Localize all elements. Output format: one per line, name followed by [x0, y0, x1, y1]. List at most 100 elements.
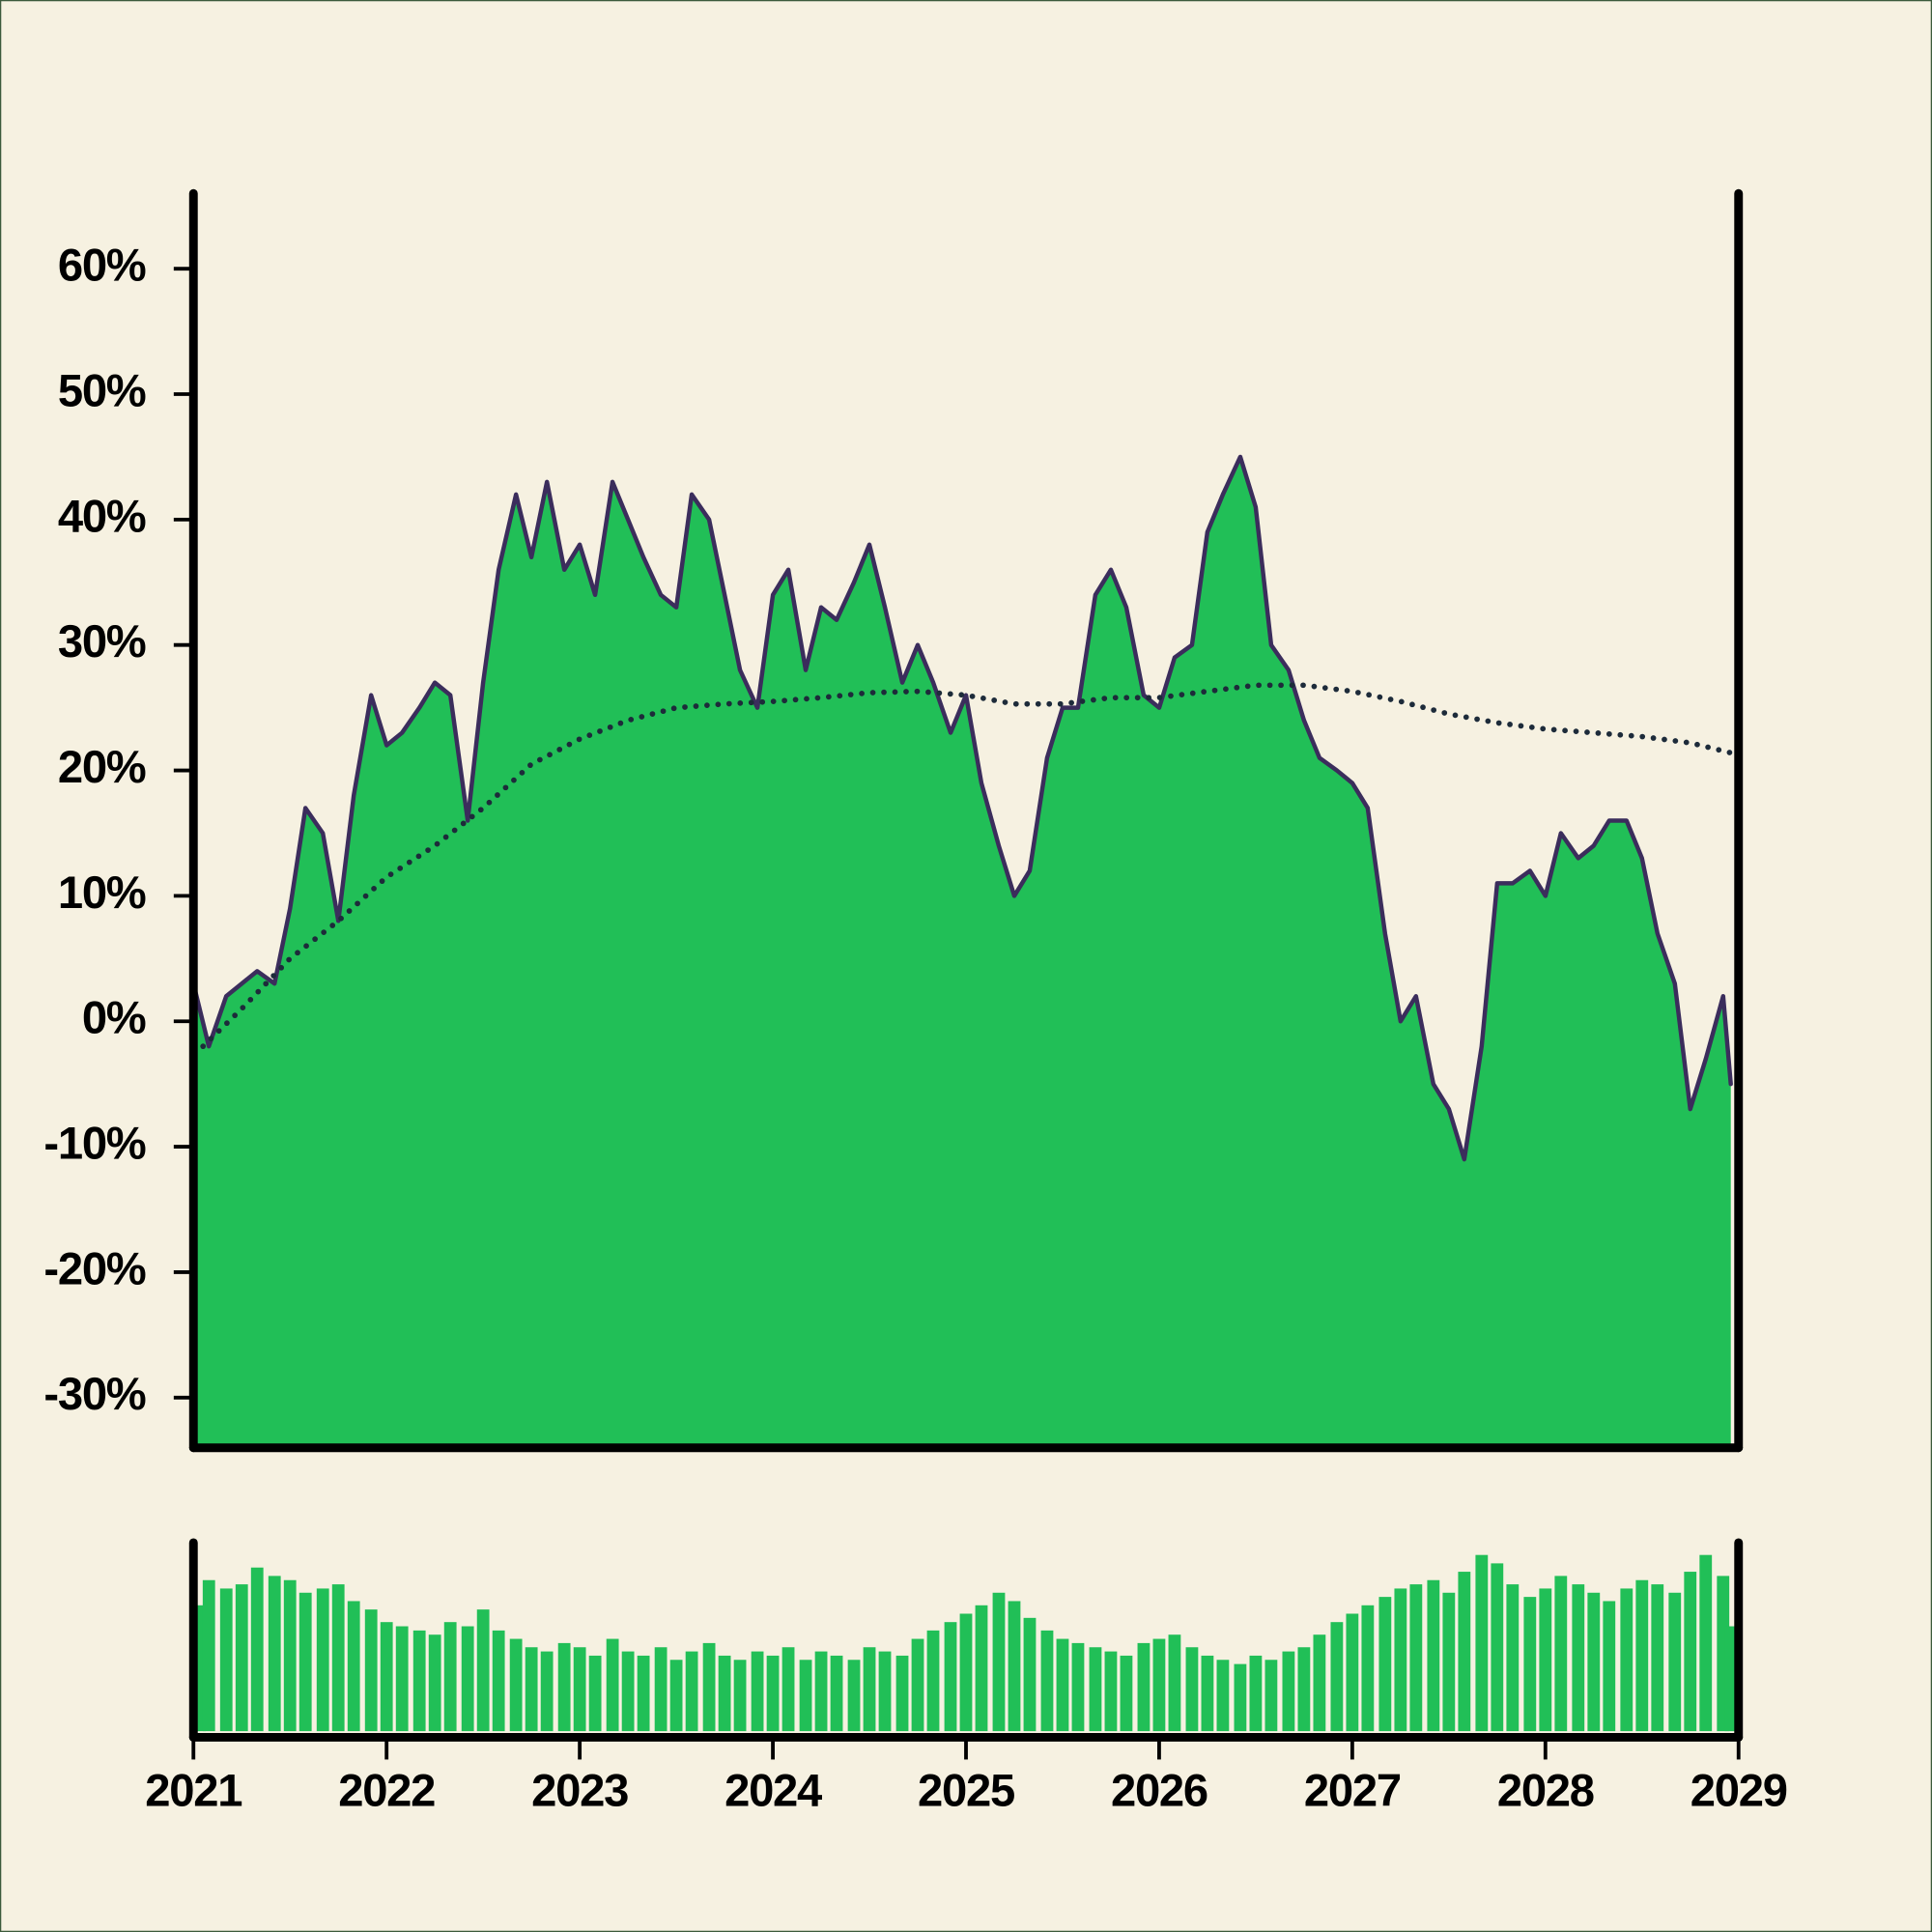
y-tick-label: 10% — [58, 867, 146, 919]
volume-bar — [283, 1579, 297, 1732]
x-tick-label: 2025 — [918, 1766, 1014, 1817]
volume-bar — [1603, 1601, 1616, 1732]
y-tick-label: 40% — [58, 491, 146, 542]
volume-bar — [1008, 1601, 1021, 1732]
volume-bar — [235, 1584, 248, 1732]
volume-bar — [781, 1647, 795, 1732]
volume-bar — [847, 1660, 861, 1732]
volume-bar — [1651, 1584, 1664, 1732]
volume-bar — [959, 1613, 973, 1732]
volume-bar — [1264, 1660, 1278, 1732]
volume-bar — [476, 1609, 490, 1732]
volume-bar — [509, 1638, 523, 1732]
volume-bar — [702, 1642, 716, 1732]
volume-bar — [1572, 1584, 1585, 1732]
volume-bar — [364, 1609, 378, 1732]
volume-bar — [1282, 1651, 1295, 1732]
price-panel — [191, 454, 1734, 1448]
volume-bar — [412, 1630, 426, 1732]
y-tick-label: 50% — [58, 365, 146, 416]
volume-bar — [1620, 1588, 1634, 1732]
volume-bar — [1330, 1622, 1344, 1732]
x-tick-label: 2023 — [531, 1766, 628, 1817]
volume-bar — [895, 1655, 909, 1732]
volume-bar — [1040, 1630, 1054, 1732]
volume-bar — [718, 1655, 731, 1732]
volume-bar — [331, 1584, 345, 1732]
volume-bar — [814, 1651, 828, 1732]
volume-bar — [525, 1647, 538, 1732]
x-tick-label: 2024 — [724, 1766, 822, 1817]
volume-bar — [380, 1622, 393, 1732]
volume-panel — [193, 1554, 1738, 1732]
volume-bar — [1168, 1634, 1181, 1732]
volume-bar — [1023, 1617, 1037, 1732]
volume-bar — [1491, 1563, 1504, 1732]
volume-bar — [1089, 1647, 1102, 1732]
volume-bar — [1120, 1655, 1133, 1732]
volume-bar — [1378, 1597, 1392, 1732]
y-tick-label: 60% — [58, 241, 146, 292]
volume-bar — [669, 1660, 683, 1732]
volume-bar — [1056, 1638, 1069, 1732]
volume-bar — [766, 1655, 780, 1732]
volume-bar — [1361, 1605, 1375, 1732]
volume-bar — [443, 1622, 457, 1732]
volume-bar — [685, 1651, 698, 1732]
y-tick-label: 0% — [82, 993, 146, 1044]
volume-bar — [1458, 1572, 1471, 1732]
volume-bar — [733, 1660, 747, 1732]
volume-bar — [751, 1651, 764, 1732]
volume-bar — [911, 1638, 924, 1732]
volume-bar — [1137, 1642, 1151, 1732]
price-line — [191, 454, 1733, 1162]
volume-bar — [347, 1601, 360, 1732]
volume-bar — [1234, 1663, 1247, 1732]
volume-bar — [1554, 1576, 1568, 1732]
y-tick-label: -20% — [43, 1243, 145, 1294]
volume-bar — [878, 1651, 892, 1732]
volume-bar — [944, 1622, 957, 1732]
volume-bar — [1684, 1572, 1697, 1732]
volume-bar — [1216, 1660, 1230, 1732]
y-tick-label: 20% — [58, 742, 146, 793]
volume-bar — [1442, 1592, 1456, 1732]
x-tick-label: 2029 — [1690, 1766, 1787, 1817]
volume-bar — [298, 1592, 312, 1732]
y-tick-label: 30% — [58, 616, 146, 668]
volume-bar — [975, 1605, 988, 1732]
volume-bar — [1506, 1584, 1520, 1732]
volume-bar — [219, 1588, 233, 1732]
area — [193, 456, 1731, 1448]
volume-bar — [1313, 1634, 1326, 1732]
volume-bar — [621, 1651, 635, 1732]
volume-bar — [654, 1647, 668, 1732]
volume-bar — [1587, 1592, 1601, 1732]
volume-bar — [573, 1647, 586, 1732]
volume-bar — [606, 1638, 619, 1732]
volume-bar — [588, 1655, 602, 1732]
volume-bar — [799, 1660, 812, 1732]
volume-bar — [1699, 1554, 1713, 1732]
volume-bar — [492, 1630, 505, 1732]
volume-bar — [1523, 1597, 1537, 1732]
volume-bar — [1394, 1588, 1407, 1732]
x-tick-label: 2022 — [338, 1766, 435, 1817]
x-tick-label: 2026 — [1111, 1766, 1208, 1817]
ticks: -30% -20% -10% 0% 10% 20% 30% 40% 50% 60% 2021 2022… — [43, 241, 1788, 1817]
volume-bar — [1346, 1613, 1359, 1732]
y-tick-label: -10% — [43, 1119, 145, 1170]
volume-bar — [1297, 1647, 1311, 1732]
volume-bar — [1185, 1647, 1199, 1732]
volume-bar — [1475, 1554, 1489, 1732]
volume-bar — [1427, 1579, 1440, 1732]
volume-bar — [1724, 1626, 1738, 1732]
volume-bar — [1539, 1588, 1552, 1732]
volume-bar — [268, 1576, 281, 1732]
volume-bar — [202, 1579, 215, 1732]
x-tick-label: 2028 — [1497, 1766, 1594, 1817]
volume-bar — [1668, 1592, 1682, 1732]
volume-bar — [428, 1634, 441, 1732]
volume-bar — [992, 1592, 1006, 1732]
